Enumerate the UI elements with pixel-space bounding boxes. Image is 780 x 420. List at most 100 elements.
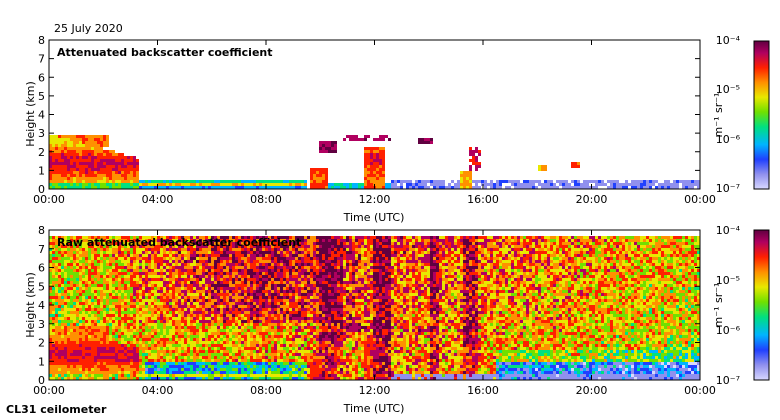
heatmap-cell bbox=[79, 147, 82, 150]
heatmap-cell bbox=[268, 305, 271, 308]
heatmap-cell bbox=[208, 236, 211, 239]
heatmap-cell bbox=[115, 377, 118, 380]
heatmap-cell bbox=[100, 350, 103, 353]
heatmap-cell bbox=[157, 359, 160, 362]
heatmap-cell bbox=[232, 377, 235, 380]
heatmap-cell bbox=[103, 317, 106, 320]
heatmap-cell bbox=[115, 162, 118, 165]
heatmap-cell bbox=[178, 275, 181, 278]
heatmap-cell bbox=[256, 356, 259, 359]
heatmap-cell bbox=[163, 362, 166, 365]
heatmap-cell bbox=[73, 305, 76, 308]
heatmap-cell bbox=[163, 278, 166, 281]
heatmap-cell bbox=[304, 183, 307, 186]
heatmap-cell bbox=[49, 350, 52, 353]
heatmap-cell bbox=[58, 344, 61, 347]
heatmap-cell bbox=[142, 344, 145, 347]
heatmap-cell bbox=[166, 338, 169, 341]
heatmap-cell bbox=[379, 174, 382, 177]
heatmap-cell bbox=[244, 254, 247, 257]
heatmap-cell bbox=[475, 147, 478, 150]
heatmap-cell bbox=[79, 266, 82, 269]
heatmap-cell bbox=[142, 353, 145, 356]
heatmap-cell bbox=[217, 260, 220, 263]
heatmap-cell bbox=[58, 356, 61, 359]
heatmap-cell bbox=[160, 293, 163, 296]
heatmap-cell bbox=[148, 293, 151, 296]
heatmap-cell bbox=[268, 266, 271, 269]
heatmap-cell bbox=[259, 299, 262, 302]
heatmap-cell bbox=[325, 147, 328, 150]
heatmap-cell bbox=[61, 156, 64, 159]
heatmap-cell bbox=[70, 305, 73, 308]
heatmap-cell bbox=[247, 260, 250, 263]
heatmap-cell bbox=[484, 180, 487, 183]
heatmap-cell bbox=[130, 320, 133, 323]
heatmap-cell bbox=[136, 311, 139, 314]
heatmap-cell bbox=[85, 329, 88, 332]
heatmap-cell bbox=[208, 365, 211, 368]
heatmap-cell bbox=[187, 242, 190, 245]
heatmap-cell bbox=[166, 347, 169, 350]
heatmap-cell bbox=[73, 299, 76, 302]
heatmap-cell bbox=[151, 284, 154, 287]
heatmap-cell bbox=[73, 350, 76, 353]
heatmap-cell bbox=[235, 317, 238, 320]
heatmap-cell bbox=[163, 320, 166, 323]
heatmap-cell bbox=[163, 326, 166, 329]
heatmap-cell bbox=[271, 344, 274, 347]
heatmap-cell bbox=[319, 168, 322, 171]
heatmap-cell bbox=[136, 359, 139, 362]
heatmap-cell bbox=[142, 257, 145, 260]
heatmap-cell bbox=[106, 153, 109, 156]
heatmap-cell bbox=[376, 165, 379, 168]
heatmap-cell bbox=[268, 377, 271, 380]
heatmap-cell bbox=[250, 272, 253, 275]
heatmap-cell bbox=[100, 299, 103, 302]
heatmap-cell bbox=[49, 299, 52, 302]
heatmap-cell bbox=[199, 290, 202, 293]
heatmap-cell bbox=[76, 371, 79, 374]
heatmap-cell bbox=[100, 377, 103, 380]
heatmap-cell bbox=[226, 242, 229, 245]
heatmap-cell bbox=[181, 347, 184, 350]
heatmap-cell bbox=[70, 344, 73, 347]
heatmap-cell bbox=[265, 371, 268, 374]
heatmap-cell bbox=[142, 284, 145, 287]
heatmap-cell bbox=[139, 356, 142, 359]
heatmap-cell bbox=[49, 147, 52, 150]
heatmap-cell bbox=[73, 317, 76, 320]
heatmap-cell bbox=[319, 141, 322, 144]
heatmap-cell bbox=[475, 162, 478, 165]
heatmap-cell bbox=[190, 254, 193, 257]
heatmap-cell bbox=[193, 290, 196, 293]
heatmap-cell bbox=[106, 368, 109, 371]
heatmap-cell bbox=[163, 299, 166, 302]
heatmap-cell bbox=[94, 266, 97, 269]
heatmap-cell bbox=[157, 377, 160, 380]
heatmap-cell bbox=[139, 254, 142, 257]
heatmap-cell bbox=[148, 257, 151, 260]
heatmap-cell bbox=[175, 296, 178, 299]
heatmap-cell bbox=[163, 296, 166, 299]
heatmap-cell bbox=[124, 242, 127, 245]
heatmap-cell bbox=[103, 290, 106, 293]
heatmap-cell bbox=[250, 374, 253, 377]
heatmap-cell bbox=[226, 329, 229, 332]
heatmap-cell bbox=[229, 377, 232, 380]
heatmap-cell bbox=[154, 257, 157, 260]
heatmap-cell bbox=[148, 236, 151, 239]
heatmap-cell bbox=[577, 165, 580, 168]
heatmap-cell bbox=[112, 284, 115, 287]
heatmap-cell bbox=[49, 305, 52, 308]
heatmap-cell bbox=[268, 323, 271, 326]
heatmap-cell bbox=[136, 293, 139, 296]
heatmap-cell bbox=[106, 314, 109, 317]
heatmap-cell bbox=[274, 242, 277, 245]
heatmap-cell bbox=[61, 368, 64, 371]
heatmap-cell bbox=[178, 236, 181, 239]
heatmap-cell bbox=[247, 284, 250, 287]
heatmap-cell bbox=[223, 251, 226, 254]
heatmap-cell bbox=[211, 332, 214, 335]
heatmap-cell bbox=[55, 356, 58, 359]
